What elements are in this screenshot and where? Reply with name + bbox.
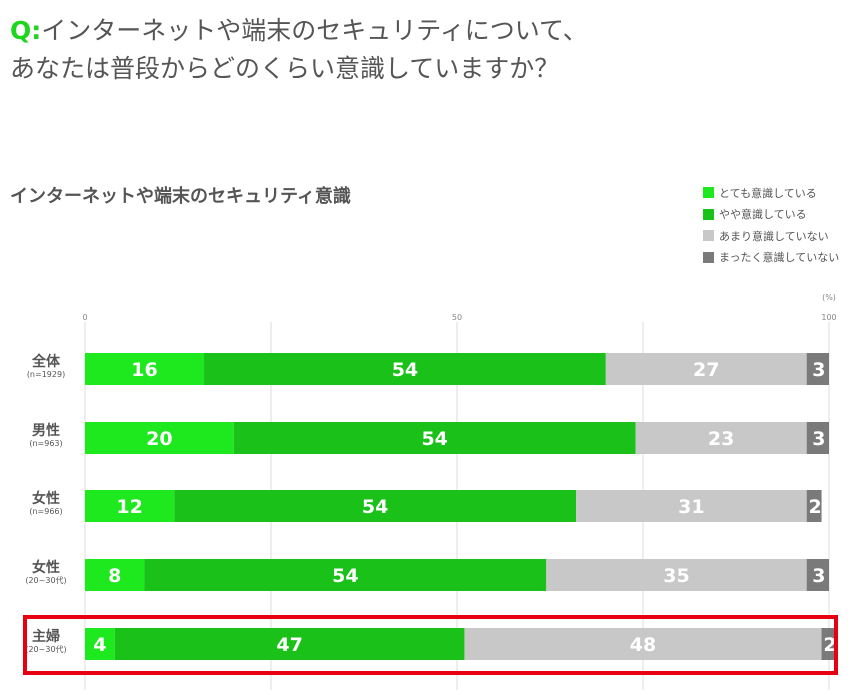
data-label: 48 bbox=[630, 634, 656, 656]
chart-title: インターネットや端末のセキュリティ意識 bbox=[10, 186, 351, 207]
legend-item: やや意識している bbox=[703, 204, 839, 226]
category-label: 主婦 (20~30代) bbox=[6, 629, 86, 655]
category-name: 主婦 bbox=[32, 629, 60, 645]
question-line-2: あなたは普段からどのくらい意識していますか？ bbox=[10, 54, 560, 83]
bar-segment bbox=[806, 490, 822, 522]
legend-swatch bbox=[703, 230, 714, 242]
category-sample-size: (n=1929) bbox=[26, 370, 66, 379]
legend-label: やや意識している bbox=[719, 208, 807, 222]
data-label: 54 bbox=[421, 428, 447, 450]
bar-segment bbox=[605, 353, 807, 385]
bar-segment bbox=[85, 628, 115, 660]
data-label: 54 bbox=[392, 359, 418, 381]
question-prefix: Q: bbox=[10, 16, 42, 45]
x-tick-label: 0 bbox=[82, 313, 87, 322]
category-name: 女性 bbox=[32, 491, 60, 507]
bar-segment bbox=[174, 490, 577, 522]
bar-segment bbox=[85, 422, 234, 454]
bar-segment bbox=[85, 559, 145, 591]
category-sample-size: (n=963) bbox=[29, 439, 63, 448]
bar-segment bbox=[85, 353, 205, 385]
data-label: 20 bbox=[146, 428, 172, 450]
data-label: 3 bbox=[812, 565, 825, 587]
bar-segment bbox=[85, 490, 175, 522]
legend-item: とても意識している bbox=[703, 182, 839, 204]
category-name: 全体 bbox=[32, 354, 60, 370]
bar-segment bbox=[806, 559, 829, 591]
data-label: 31 bbox=[678, 496, 704, 518]
bar-segment bbox=[821, 628, 837, 660]
data-label: 3 bbox=[812, 428, 825, 450]
data-label: 4 bbox=[93, 634, 106, 656]
data-label: 27 bbox=[693, 359, 719, 381]
bar-segment bbox=[144, 559, 547, 591]
bar-segment bbox=[546, 559, 807, 591]
legend-label: とても意識している bbox=[719, 186, 817, 200]
data-label: 3 bbox=[812, 359, 825, 381]
legend-swatch bbox=[703, 187, 714, 199]
category-label: 男性 (n=963) bbox=[6, 423, 86, 449]
data-label: 8 bbox=[108, 565, 121, 587]
question-line-1: Q:インターネットや端末のセキュリティについて、 bbox=[10, 12, 588, 50]
data-label: 47 bbox=[276, 634, 302, 656]
bar-segment bbox=[464, 628, 822, 660]
bar-segment bbox=[233, 422, 636, 454]
category-label: 全体 (n=1929) bbox=[6, 354, 86, 380]
question-text: Q:インターネットや端末のセキュリティについて、 あなたは普段からどのくらい意識… bbox=[10, 12, 588, 88]
bar-segment bbox=[114, 628, 465, 660]
data-label: 2 bbox=[809, 496, 822, 518]
bar-segment bbox=[576, 490, 807, 522]
bar-segment bbox=[806, 422, 829, 454]
category-name: 男性 bbox=[32, 423, 60, 439]
question-line-1-text: インターネットや端末のセキュリティについて、 bbox=[41, 16, 588, 45]
data-label: 35 bbox=[663, 565, 689, 587]
highlight-box bbox=[23, 615, 838, 675]
legend: とても意識している やや意識しているあまり意識していない まったく意識していない bbox=[703, 182, 839, 268]
data-label: 23 bbox=[708, 428, 734, 450]
category-label: 女性 (n=966) bbox=[6, 491, 86, 517]
category-label: 女性 (20~30代) bbox=[6, 560, 86, 586]
data-label: 12 bbox=[116, 496, 142, 518]
category-sample-size: (20~30代) bbox=[25, 576, 67, 585]
bar-segment bbox=[806, 353, 829, 385]
legend-item: あまり意識していない bbox=[703, 225, 839, 247]
legend-swatch bbox=[703, 208, 714, 220]
legend-item: まったく意識していない bbox=[703, 247, 839, 269]
bar-segment bbox=[635, 422, 807, 454]
unit-label: (%) bbox=[822, 293, 836, 302]
category-sample-size: (20~30代) bbox=[25, 645, 67, 654]
category-sample-size: (n=966) bbox=[29, 507, 63, 516]
data-label: 54 bbox=[362, 496, 388, 518]
legend-label: まったく意識していない bbox=[719, 251, 840, 265]
data-label: 2 bbox=[823, 634, 836, 656]
data-label: 54 bbox=[332, 565, 358, 587]
x-tick-label: 100 bbox=[821, 313, 836, 322]
legend-swatch bbox=[703, 251, 714, 263]
x-tick-label: 50 bbox=[452, 313, 462, 322]
legend-label: あまり意識していない bbox=[719, 229, 829, 243]
data-label: 16 bbox=[131, 359, 157, 381]
bar-segment bbox=[204, 353, 606, 385]
category-name: 女性 bbox=[32, 560, 60, 576]
